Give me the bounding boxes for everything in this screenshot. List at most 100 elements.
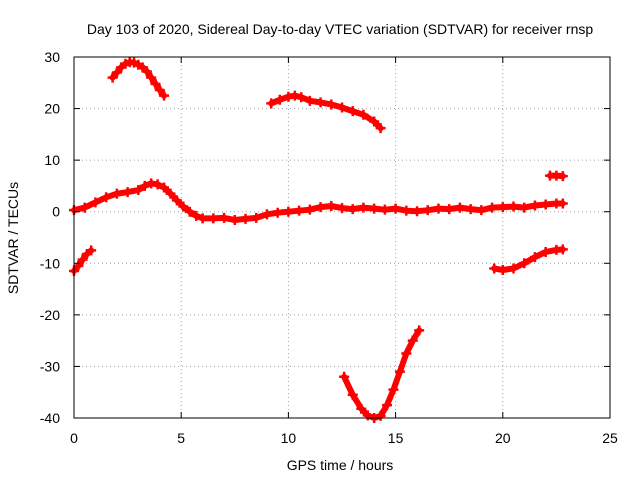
data-point (90, 197, 101, 208)
y-tick-label: 0 (52, 204, 60, 220)
data-point (388, 384, 399, 395)
series-arc-2 (107, 57, 170, 101)
data-point (337, 102, 347, 113)
chart-title: Day 103 of 2020, Sidereal Day-to-day VTE… (87, 21, 593, 37)
data-point (274, 94, 285, 105)
data-point (444, 204, 455, 215)
data-point (154, 85, 165, 96)
y-tick-label: -40 (40, 410, 60, 426)
data-point (178, 201, 189, 212)
y-tick-label: -20 (40, 307, 60, 323)
data-point (107, 72, 118, 83)
data-point (296, 92, 307, 103)
data-point (219, 212, 230, 223)
data-point (347, 389, 358, 400)
x-tick-label: 25 (602, 430, 618, 446)
data-point (529, 252, 540, 263)
data-point (540, 246, 551, 257)
data-point (369, 116, 380, 127)
data-point (197, 213, 208, 224)
data-point (422, 205, 433, 216)
data-point (375, 410, 386, 421)
data-point (487, 202, 498, 213)
data-point (401, 348, 412, 359)
data-point (240, 213, 251, 224)
data-point (369, 203, 380, 214)
data-point (184, 206, 195, 217)
data-point (394, 366, 405, 377)
x-tick-label: 0 (70, 430, 78, 446)
series-arc-6 (489, 244, 568, 275)
data-point (283, 206, 294, 217)
data-point (150, 78, 161, 89)
data-point (111, 67, 122, 78)
data-point (347, 106, 358, 117)
data-point (519, 258, 530, 269)
data-point (159, 182, 170, 193)
data-point (208, 213, 219, 224)
data-point (251, 212, 262, 223)
data-point (111, 188, 122, 199)
data-point (337, 203, 347, 214)
data-point (497, 202, 508, 213)
data-point (315, 202, 326, 213)
data-point (347, 204, 358, 215)
data-point (358, 202, 369, 213)
data-point (529, 200, 540, 211)
x-axis-label: GPS time / hours (287, 457, 394, 473)
data-point (77, 254, 88, 265)
y-tick-label: 30 (44, 49, 60, 65)
series-arc-4 (266, 90, 386, 134)
data-point (73, 260, 84, 271)
data-point (266, 98, 277, 109)
data-point (375, 123, 386, 134)
series-arc-3 (69, 178, 568, 225)
x-tick-label: 10 (281, 430, 297, 446)
data-point (540, 199, 551, 210)
data-point (454, 202, 465, 213)
x-tick-label: 15 (388, 430, 404, 446)
y-tick-label: 20 (44, 101, 60, 117)
data-point (165, 188, 176, 199)
plot-frame (73, 56, 611, 419)
data-point (141, 66, 152, 77)
data-point (557, 171, 568, 182)
x-tick-label: 5 (177, 430, 185, 446)
data-point (294, 205, 305, 216)
data-point (326, 99, 337, 110)
data-point (315, 97, 326, 108)
data-point (339, 371, 350, 382)
data-point (382, 400, 393, 411)
data-point (401, 205, 412, 216)
y-tick-label: -10 (40, 255, 60, 271)
data-point (304, 204, 315, 215)
data-point (465, 204, 476, 215)
data-point (272, 207, 283, 218)
data-point (489, 263, 500, 274)
data-point (152, 179, 163, 190)
data-area (69, 57, 568, 423)
data-point (497, 264, 508, 275)
series-arc-1 (69, 245, 97, 277)
data-point (358, 109, 369, 120)
y-tick-label: -30 (40, 358, 60, 374)
data-point (326, 201, 337, 212)
data-point (414, 325, 425, 336)
y-axis-label: SDTVAR / TECUs (5, 182, 21, 294)
data-point (557, 198, 568, 209)
data-point (171, 195, 182, 206)
data-point (229, 214, 240, 225)
series-arc-5 (339, 325, 425, 423)
x-tick-label: 20 (495, 430, 511, 446)
data-point (508, 263, 519, 274)
y-tick-label: 10 (44, 152, 60, 168)
data-point (390, 203, 401, 214)
data-point (412, 206, 423, 217)
data-point (139, 180, 150, 191)
data-point (101, 192, 112, 203)
data-point (519, 202, 530, 213)
data-point (433, 203, 444, 214)
data-point (261, 209, 272, 220)
